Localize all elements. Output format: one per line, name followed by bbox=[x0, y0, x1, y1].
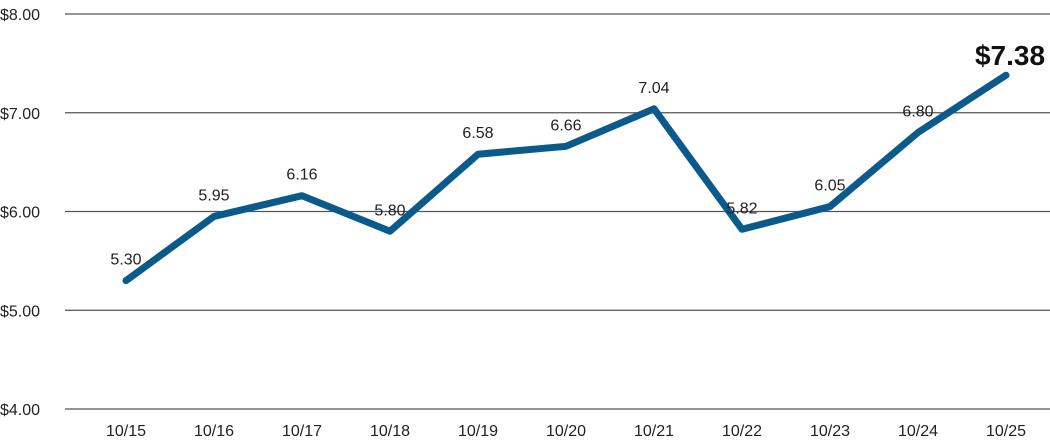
data-label: 5.80 bbox=[374, 202, 405, 219]
data-label: 6.58 bbox=[462, 125, 493, 142]
x-tick-label: 10/22 bbox=[722, 423, 762, 440]
data-label: 6.05 bbox=[814, 178, 845, 195]
x-tick-label: 10/23 bbox=[810, 423, 850, 440]
x-tick-label: 10/15 bbox=[106, 423, 146, 440]
data-label: 5.95 bbox=[198, 187, 229, 204]
y-tick-label: $7.00 bbox=[0, 106, 40, 123]
x-tick-label: 10/19 bbox=[458, 423, 498, 440]
data-label: 5.30 bbox=[110, 252, 141, 269]
data-label: 6.66 bbox=[550, 117, 581, 134]
series-line bbox=[122, 71, 1010, 285]
x-tick-label: 10/21 bbox=[634, 423, 674, 440]
x-tick-label: 10/25 bbox=[986, 423, 1026, 440]
data-label: 6.80 bbox=[902, 104, 933, 121]
x-tick-label: 10/24 bbox=[898, 423, 938, 440]
data-label: 6.16 bbox=[286, 167, 317, 184]
data-label: 7.04 bbox=[638, 80, 669, 97]
x-tick-label: 10/16 bbox=[194, 423, 234, 440]
y-tick-label: $5.00 bbox=[0, 303, 40, 320]
x-tick-label: 10/18 bbox=[370, 423, 410, 440]
y-tick-label: $6.00 bbox=[0, 205, 40, 222]
y-tick-label: $8.00 bbox=[0, 7, 40, 24]
data-label: $7.38 bbox=[975, 40, 1045, 71]
x-tick-label: 10/17 bbox=[282, 423, 322, 440]
y-tick-label: $4.00 bbox=[0, 402, 40, 419]
x-tick-label: 10/20 bbox=[546, 423, 586, 440]
data-label: 5.82 bbox=[726, 200, 757, 217]
